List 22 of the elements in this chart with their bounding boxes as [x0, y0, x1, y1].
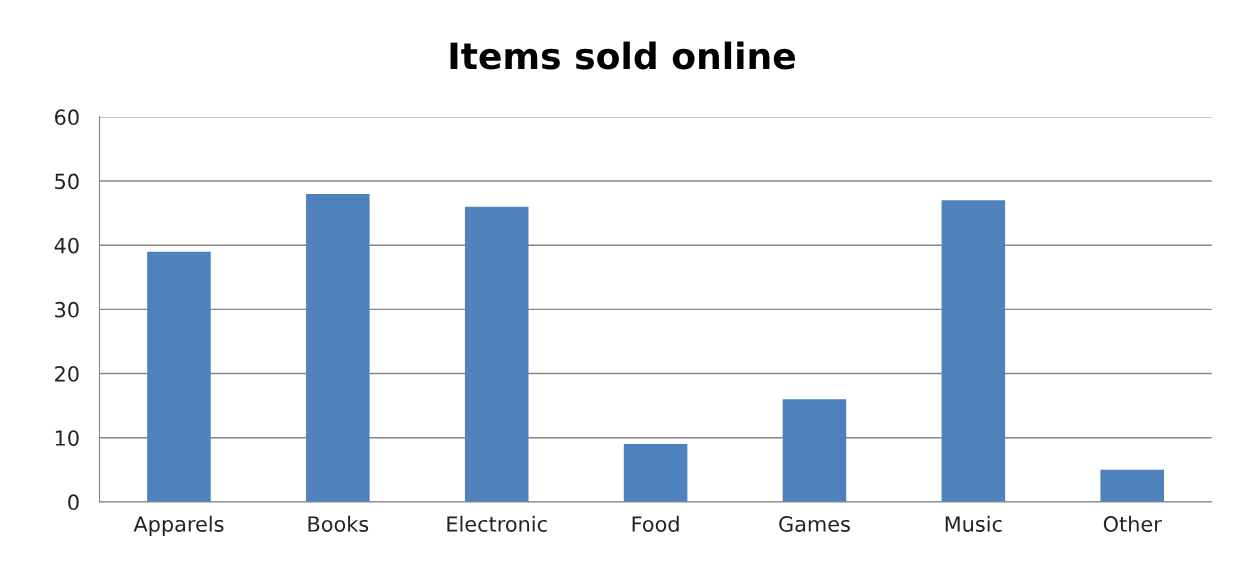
- bar: [147, 251, 211, 502]
- y-tick-label: 60: [55, 109, 79, 126]
- bar: [782, 399, 847, 502]
- x-tick-label: Electronic: [447, 515, 547, 532]
- bar: [306, 193, 370, 502]
- x-tick-label: Food: [632, 515, 679, 532]
- bar: [623, 444, 688, 502]
- bar: [941, 200, 1006, 502]
- y-tick-label: 30: [55, 301, 79, 318]
- y-tick-label: 10: [55, 430, 79, 446]
- x-tick-label: Music: [945, 515, 1002, 532]
- x-tick-label: Apparels: [133, 515, 224, 536]
- y-tick-label: 50: [55, 173, 79, 190]
- bar: [464, 206, 529, 502]
- x-tick-label: Other: [1103, 515, 1162, 532]
- y-tick-label: 20: [55, 366, 79, 382]
- x-tick-label: Games: [779, 516, 850, 532]
- y-tick-label: 40: [54, 237, 79, 254]
- x-tick-label: Books: [308, 515, 369, 532]
- bar: [1100, 469, 1164, 502]
- y-tick-label: 0: [68, 494, 79, 511]
- chart-title: Items sold online: [450, 41, 795, 70]
